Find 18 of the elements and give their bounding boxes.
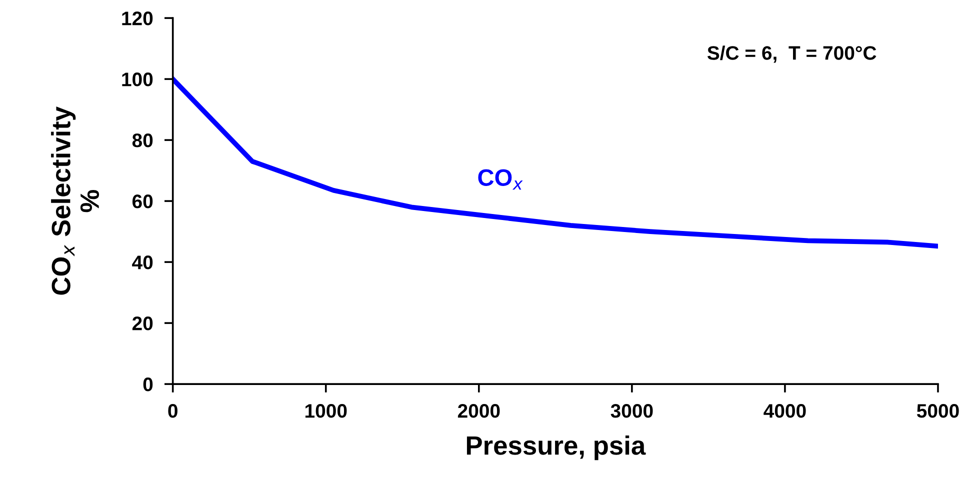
y-tick-label: 0 <box>143 378 153 392</box>
x-tick-label: 5000 <box>916 404 959 418</box>
y-tick-label: 120 <box>122 12 153 26</box>
x-tick-label: 3000 <box>610 404 653 418</box>
series-label: CO$_{x}$ <box>478 169 523 190</box>
line-series <box>172 76 938 249</box>
x-tick-label: 2000 <box>458 404 500 418</box>
y-tick-label: 20 <box>132 316 153 330</box>
x-axis-title: Pressure, psia <box>466 436 646 460</box>
y-axis-title: CO$_{x}$ Selectivity % <box>51 106 100 295</box>
y-tick-label: 60 <box>132 194 153 208</box>
y-tick-label: 100 <box>122 72 153 86</box>
x-tick-label: 0 <box>168 404 178 418</box>
x-tick-label: 1000 <box>305 404 347 418</box>
y-tick-label: 40 <box>132 256 153 270</box>
annotation: S/C = 6, T = 700°C <box>707 46 876 63</box>
y-tick-label: 80 <box>132 134 153 148</box>
x-tick-label: 4000 <box>764 404 806 418</box>
